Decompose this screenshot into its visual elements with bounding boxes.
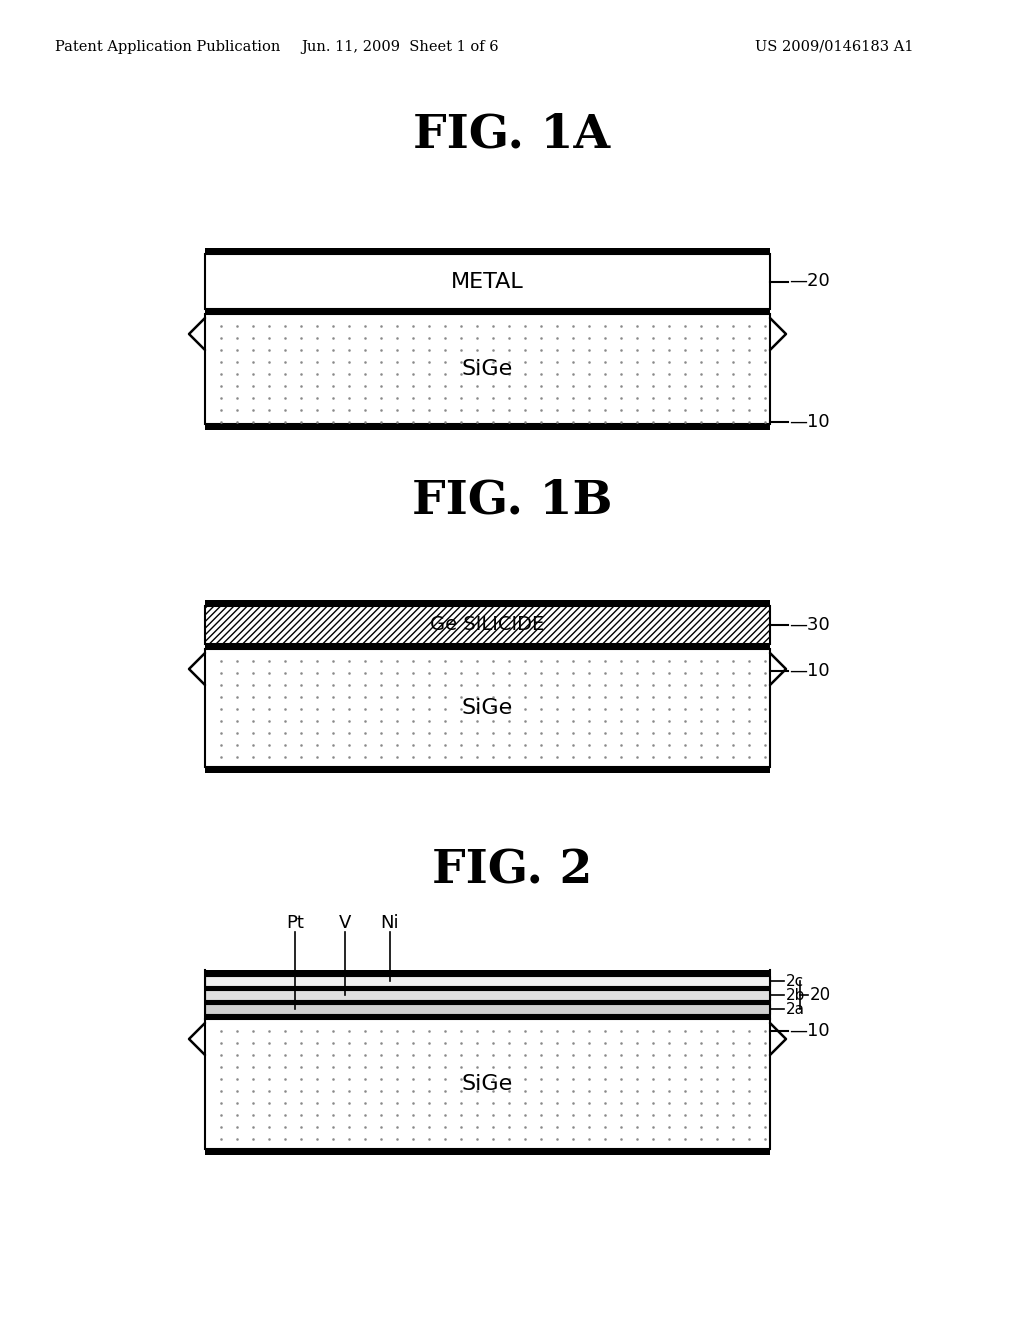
Text: SiGe: SiGe <box>462 698 513 718</box>
Text: 2b: 2b <box>786 987 805 1002</box>
Bar <box>205 1005 770 1014</box>
Bar <box>205 986 770 990</box>
Bar <box>205 644 770 649</box>
Text: —20: —20 <box>790 272 829 290</box>
Bar <box>205 1001 770 1005</box>
Text: SiGe: SiGe <box>462 1074 513 1094</box>
Text: —30: —30 <box>790 616 829 634</box>
Text: FIG. 2: FIG. 2 <box>432 847 592 894</box>
Text: US 2009/0146183 A1: US 2009/0146183 A1 <box>755 40 913 54</box>
Text: Jun. 11, 2009  Sheet 1 of 6: Jun. 11, 2009 Sheet 1 of 6 <box>301 40 499 54</box>
Text: Patent Application Publication: Patent Application Publication <box>55 40 281 54</box>
Text: 20: 20 <box>810 986 831 1005</box>
Bar <box>205 248 770 253</box>
Text: 2a: 2a <box>786 1002 805 1016</box>
Text: SiGe: SiGe <box>462 359 513 379</box>
Text: METAL: METAL <box>452 272 524 292</box>
Bar <box>205 1014 770 1019</box>
Text: Ni: Ni <box>381 913 399 932</box>
Bar <box>205 975 770 986</box>
Bar <box>205 1148 770 1155</box>
Text: —10: —10 <box>790 1022 829 1040</box>
Bar <box>205 253 770 309</box>
Text: V: V <box>339 913 351 932</box>
Bar <box>205 309 770 314</box>
Text: Pt: Pt <box>286 913 304 932</box>
Text: FIG. 1B: FIG. 1B <box>412 477 612 523</box>
Bar <box>205 424 770 430</box>
Text: 2c: 2c <box>786 974 804 989</box>
Bar <box>205 606 770 644</box>
Bar <box>205 601 770 606</box>
Bar <box>205 767 770 774</box>
Text: —10: —10 <box>790 413 829 432</box>
Bar <box>205 1019 770 1148</box>
Bar <box>205 314 770 424</box>
Bar <box>205 649 770 767</box>
Bar <box>205 970 770 975</box>
Text: FIG. 1A: FIG. 1A <box>414 112 610 158</box>
Bar <box>205 990 770 1001</box>
Text: —10: —10 <box>790 663 829 680</box>
Text: Ge SILICIDE: Ge SILICIDE <box>430 615 545 635</box>
